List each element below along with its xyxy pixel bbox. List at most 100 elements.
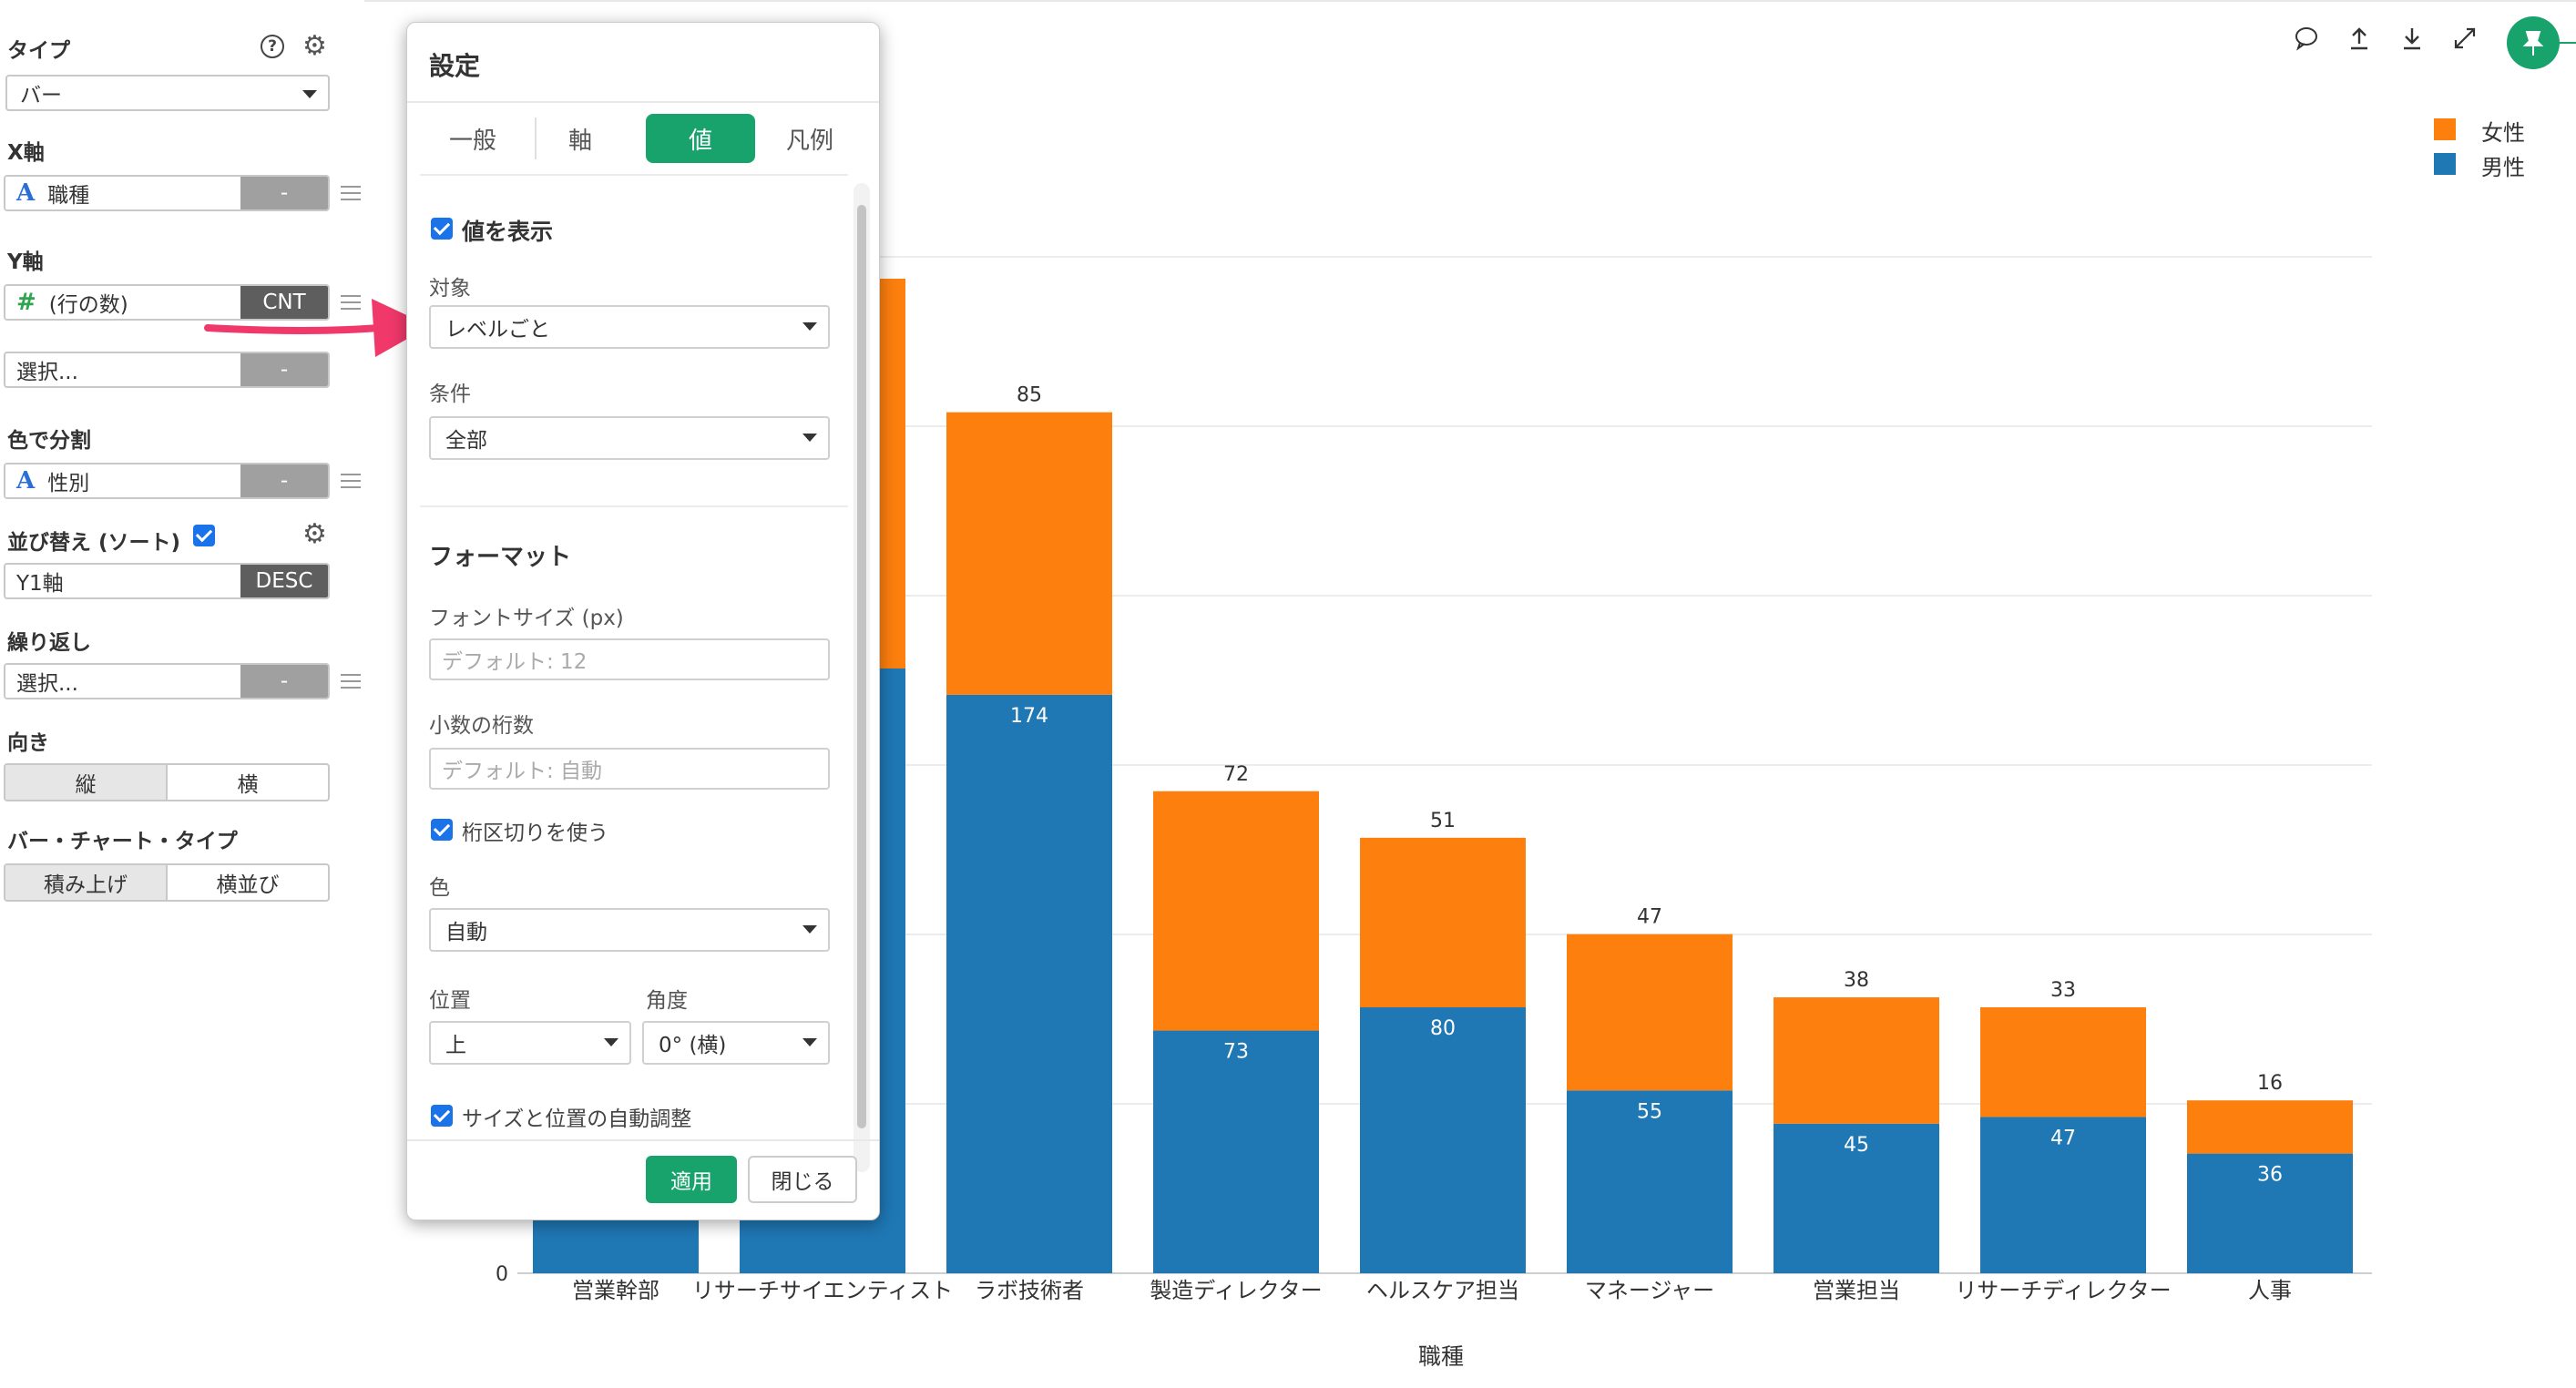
x-tick-label: リサーチサイエンティスト [692, 1278, 953, 1303]
value-label-female: 38 [1844, 969, 1869, 992]
pin-icon [2522, 31, 2544, 56]
help-icon[interactable]: ? [261, 35, 284, 58]
show-values-checkbox[interactable] [431, 218, 453, 240]
bar-segment-female [1567, 934, 1733, 1091]
comment-icon[interactable] [2294, 26, 2319, 57]
drag-handle-icon[interactable] [341, 674, 361, 689]
condition-select[interactable]: 全部 [429, 416, 830, 460]
x-tick-label: リサーチディレクター [1955, 1278, 2171, 1303]
x-axis-field[interactable]: A 職種 - [4, 175, 330, 211]
upload-icon[interactable] [2346, 26, 2372, 57]
legend-swatch-female [2434, 118, 2456, 140]
top-divider [364, 0, 2576, 2]
apply-button[interactable]: 適用 [646, 1156, 737, 1203]
auto-adjust-checkbox[interactable] [431, 1105, 453, 1127]
font-size-label: フォントサイズ (px) [429, 607, 624, 630]
pin-button[interactable] [2507, 16, 2560, 69]
value-label-male: 55 [1637, 1100, 1662, 1123]
sort-order-button[interactable]: DESC [240, 565, 328, 597]
y-axis-field[interactable]: # (行の数) CNT [4, 284, 330, 321]
chart-type-value: バー [20, 84, 62, 107]
bar-segment-male [1360, 1007, 1526, 1273]
y2-axis-agg-button[interactable]: - [240, 353, 328, 386]
decimals-input[interactable]: デフォルト: 自動 [429, 748, 830, 790]
x-tick-label: 営業担当 [1813, 1278, 1900, 1303]
scrollbar-track[interactable] [854, 183, 870, 1172]
gear-icon[interactable]: ⚙ [302, 30, 327, 62]
target-label: 対象 [429, 277, 471, 301]
orientation-toggle[interactable]: 縦 横 [4, 763, 330, 801]
drag-handle-icon[interactable] [341, 295, 361, 310]
scrollbar-thumb[interactable] [857, 205, 866, 1128]
legend-label-male: 男性 [2481, 155, 2525, 180]
angle-select[interactable]: 0° (横) [642, 1021, 830, 1065]
position-value: 上 [445, 1034, 466, 1057]
drag-handle-icon[interactable] [341, 186, 361, 200]
angle-value: 0° (横) [659, 1034, 727, 1057]
close-button[interactable]: 閉じる [748, 1156, 857, 1203]
x-axis-label: X軸 [7, 141, 45, 165]
color-split-agg-button[interactable]: - [240, 464, 328, 497]
position-select[interactable]: 上 [429, 1021, 631, 1065]
orientation-vertical[interactable]: 縦 [5, 765, 168, 800]
value-label-female: 72 [1223, 763, 1249, 786]
format-heading: フォーマット [429, 544, 572, 571]
thousands-separator-checkbox[interactable] [431, 819, 453, 841]
chevron-down-icon [802, 322, 817, 331]
tab-legend[interactable]: 凡例 [785, 127, 833, 155]
text-type-icon: A [16, 179, 36, 207]
divider [407, 1139, 879, 1141]
condition-value: 全部 [445, 429, 487, 453]
chevron-down-icon [802, 925, 817, 934]
auto-adjust-label: サイズと位置の自動調整 [462, 1107, 692, 1131]
sort-field-name: Y1軸 [16, 572, 64, 596]
bar-chart-type-label: バー・チャート・タイプ [7, 830, 238, 853]
y-tick-label: 0 [496, 1263, 508, 1286]
bar-type-stacked[interactable]: 積み上げ [5, 865, 168, 900]
y-axis-field-name: (行の数) [48, 293, 128, 317]
x-axis-agg-button[interactable]: - [240, 177, 328, 209]
orientation-horizontal[interactable]: 横 [237, 773, 259, 797]
tab-axis[interactable]: 軸 [567, 127, 592, 155]
y-axis-label: Y軸 [7, 250, 44, 274]
annotation-arrow [204, 299, 430, 357]
number-type-icon: # [16, 289, 36, 316]
type-label: タイプ [7, 39, 70, 63]
divider [407, 101, 879, 103]
bar-type-side-by-side[interactable]: 横並び [216, 873, 280, 897]
x-tick-label: 営業幹部 [572, 1278, 659, 1303]
target-select[interactable]: レベルごと [429, 305, 830, 349]
tab-general[interactable]: 一般 [448, 127, 496, 155]
color-split-field[interactable]: A 性別 - [4, 463, 330, 499]
value-label-male: 80 [1430, 1017, 1456, 1040]
repeat-field-name: 選択... [16, 672, 78, 696]
sort-field[interactable]: Y1軸 DESC [4, 563, 330, 599]
sort-checkbox[interactable] [193, 525, 215, 546]
color-split-field-name: 性別 [47, 472, 90, 495]
repeat-field[interactable]: 選択... - [4, 663, 330, 699]
chevron-down-icon [802, 434, 817, 442]
dialog-title: 設定 [429, 51, 481, 81]
gear-icon[interactable]: ⚙ [302, 518, 327, 550]
expand-icon[interactable] [2452, 26, 2478, 57]
y-axis-agg-button[interactable]: CNT [240, 286, 328, 319]
color-select[interactable]: 自動 [429, 908, 830, 952]
drag-handle-icon[interactable] [341, 474, 361, 488]
tab-values[interactable]: 値 [646, 114, 755, 163]
download-icon[interactable] [2399, 26, 2425, 57]
angle-label: 角度 [646, 989, 688, 1013]
chart-type-select[interactable]: バー [5, 75, 330, 111]
bar-chart-type-toggle[interactable]: 積み上げ 横並び [4, 863, 330, 902]
value-label-female: 16 [2257, 1072, 2283, 1095]
bar-segment-male [1153, 1030, 1319, 1273]
bar-segment-female [946, 412, 1112, 695]
y2-axis-field[interactable]: 選択... - [4, 352, 330, 388]
font-size-input[interactable]: デフォルト: 12 [429, 638, 830, 680]
repeat-agg-button[interactable]: - [240, 665, 328, 698]
bar-segment-male [946, 694, 1112, 1273]
chevron-down-icon [302, 90, 317, 98]
decimals-placeholder: デフォルト: 自動 [442, 760, 603, 783]
bar-segment-male [2187, 1153, 2353, 1273]
repeat-label: 繰り返し [7, 631, 91, 655]
